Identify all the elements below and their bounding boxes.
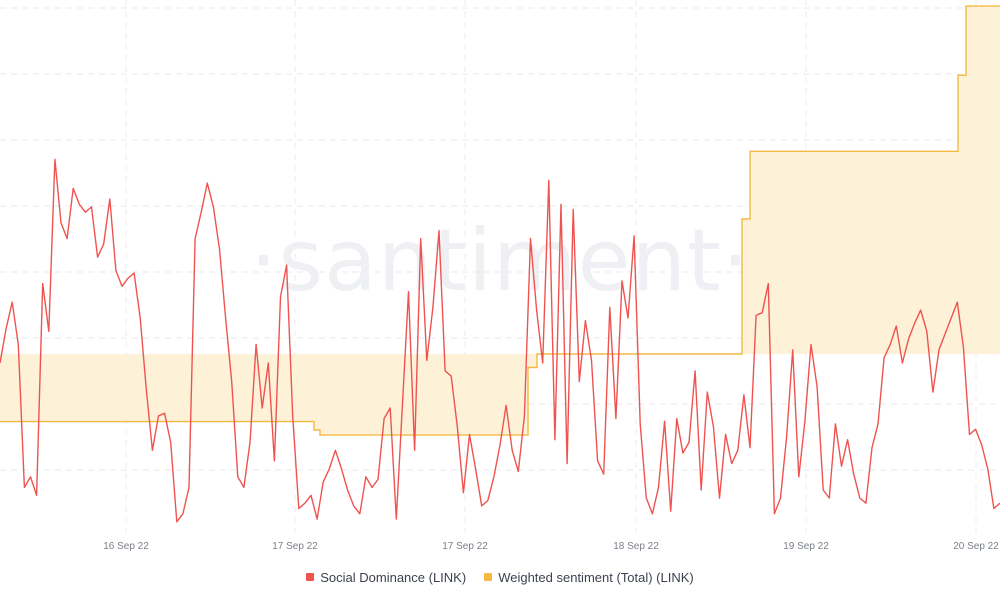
x-tick-label-2: 17 Sep 22 — [442, 541, 488, 552]
x-tick-label-3: 18 Sep 22 — [613, 541, 659, 552]
legend-item-social-dominance[interactable]: Social Dominance (LINK) — [306, 570, 466, 585]
legend-swatch-social-dominance — [306, 573, 315, 581]
watermark-text: ·santiment· — [250, 211, 750, 311]
sentiment-area — [0, 6, 1000, 436]
x-tick-label-0: 16 Sep 22 — [103, 541, 149, 552]
legend-label-weighted-sentiment: Weighted sentiment (Total) (LINK) — [498, 569, 694, 585]
chart-legend: Social Dominance (LINK) Weighted sentime… — [0, 566, 1000, 588]
social-dominance-line — [0, 158, 1000, 523]
legend-swatch-weighted-sentiment — [484, 573, 493, 581]
x-tick-label-4: 19 Sep 22 — [783, 541, 829, 552]
chart-plot: ·santiment· 16 Sep 22 17 Sep 22 17 Sep 22 18… — [0, 0, 1000, 552]
x-tick-label-1: 17 Sep 22 — [272, 541, 318, 552]
legend-item-weighted-sentiment[interactable]: Weighted sentiment (Total) (LINK) — [484, 570, 694, 585]
sentiment-line — [0, 5, 1000, 436]
legend-label-social-dominance: Social Dominance (LINK) — [320, 569, 467, 585]
x-tick-label-5: 20 Sep 22 — [953, 541, 999, 552]
